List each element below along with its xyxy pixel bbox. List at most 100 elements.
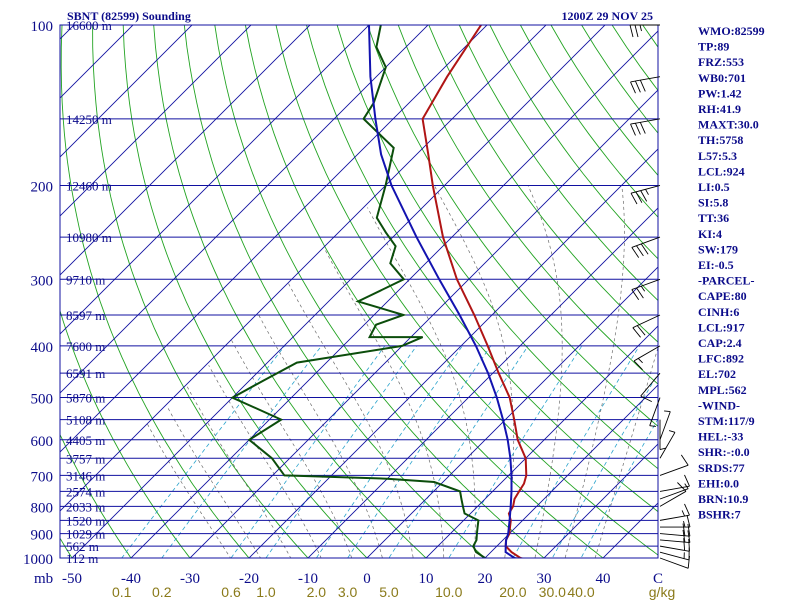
wind-barb (630, 76, 661, 94)
index-value: STM:117/9 (698, 414, 755, 428)
index-value: KI:4 (698, 227, 722, 241)
mixing-ratio-line (315, 345, 463, 558)
chart-time: 1200Z 29 NOV 25 (562, 9, 653, 23)
index-value: BSHR:7 (698, 508, 741, 522)
mixing-ratio-line (551, 373, 658, 558)
moist-adiabat-line (564, 185, 625, 558)
pressure-tick-label: 1000 (23, 552, 53, 568)
moist-adiabat-line (166, 406, 261, 558)
moist-adiabat-line (146, 423, 231, 558)
mixing-ratio-line (512, 345, 640, 558)
height-label: 14250 m (66, 112, 112, 127)
wind-barb (633, 345, 661, 371)
height-label: 2033 m (66, 499, 105, 514)
isotherm-line (60, 25, 488, 453)
height-label: 3146 m (66, 468, 105, 483)
pressure-tick-label: 900 (31, 528, 54, 544)
moist-adiabat-line (433, 185, 515, 558)
index-value: EI:-0.5 (698, 258, 734, 272)
dry-adiabat-line (92, 25, 309, 558)
dry-adiabat-line (428, 25, 658, 343)
index-value: LCL:924 (698, 164, 745, 178)
pressure-tick-label: 800 (31, 500, 54, 516)
wind-barb (631, 236, 661, 258)
height-label: 8597 m (66, 308, 105, 323)
isotherm-line (307, 207, 658, 558)
isotherm-line (366, 266, 658, 558)
height-label: 3757 m (66, 451, 105, 466)
mixing-ratio-line (580, 418, 658, 558)
height-label: 112 m (66, 551, 98, 566)
diagram-grid (60, 25, 658, 558)
temperature-tick-label: -40 (121, 571, 141, 587)
index-value: MPL:562 (698, 383, 747, 397)
index-value: TT:36 (698, 211, 729, 225)
height-label: 4405 m (66, 433, 105, 448)
wind-barb (659, 419, 667, 451)
isotherm-line (60, 25, 252, 217)
index-value: LCL:917 (698, 320, 745, 334)
temperature-tick-label: -50 (62, 571, 82, 587)
isotherm-line (60, 25, 370, 335)
index-value: CAP:2.4 (698, 336, 742, 350)
height-label: 7600 m (66, 339, 105, 354)
index-value: LI:0.5 (698, 180, 730, 194)
moist-adiabat-line (208, 365, 322, 558)
temperature-tick-label: C (653, 571, 663, 587)
index-value: MAXT:30.0 (698, 118, 759, 132)
index-value: RH:41.9 (698, 102, 741, 116)
wind-barb (629, 24, 660, 38)
index-value: FRZ:553 (698, 55, 744, 69)
dry-adiabat-line (60, 309, 191, 558)
dry-adiabat-line (306, 25, 658, 513)
mixing-ratio-tick-label: 5.0 (379, 584, 399, 600)
pressure-tick-label: 500 (31, 392, 54, 408)
mixing-ratio-tick-label: 0.6 (221, 584, 241, 600)
dry-adiabat-line (489, 25, 658, 260)
height-label: 562 m (66, 539, 99, 554)
mixing-ratio-line (448, 345, 583, 558)
index-value: WMO:82599 (698, 24, 765, 38)
index-value: LFC:892 (698, 352, 744, 366)
mixing-ratio-tick-label: 1.0 (256, 584, 276, 600)
height-label: 12460 m (66, 178, 112, 193)
isotherm-line (60, 25, 429, 394)
isotherm-line (130, 30, 658, 558)
mixing-ratio-tick-label: 0.2 (152, 584, 172, 600)
mixing-ratio-tick-label: 20.0 (499, 584, 526, 600)
index-value: HEL:-33 (698, 430, 743, 444)
mixing-ratio-tick-label: 0.1 (112, 584, 132, 600)
profile-lines (230, 25, 528, 558)
temperature-tick-label: -10 (298, 571, 318, 587)
wind-barb (631, 278, 661, 301)
temperature-tick-label: 40 (596, 571, 611, 587)
isotherm-line (60, 25, 193, 158)
mixing-ratio-tick-label: 10.0 (435, 584, 462, 600)
dry-adiabat-line (60, 433, 132, 558)
moist-adiabat-line (325, 250, 445, 558)
height-label: 2574 m (66, 484, 105, 499)
dry-adiabat-line (458, 25, 658, 302)
temperature-tick-label: -20 (239, 571, 259, 587)
temperature-tick-label: 20 (478, 571, 493, 587)
pressure-tick-label: 300 (31, 273, 54, 289)
index-value: TP:89 (698, 40, 729, 54)
height-label: 10980 m (66, 230, 112, 245)
mixing-ratio-line (347, 345, 492, 558)
wind-barb (659, 483, 689, 500)
mixing-ratio-tick-label: 30.0 (539, 584, 566, 600)
mixing-ratio-tick-label: 2.0 (307, 584, 327, 600)
wind-barb (630, 185, 661, 205)
plot-frame (59, 24, 659, 559)
moist-adiabat-line (527, 185, 563, 558)
temperature-tick-label: 30 (537, 571, 552, 587)
height-label: 9710 m (66, 272, 105, 287)
pressure-tick-label: 700 (31, 469, 54, 485)
pressure-tick-label: 200 (31, 179, 54, 195)
wind-barb (659, 514, 691, 528)
isotherm-line (60, 25, 311, 276)
mixing-ratio-line (230, 345, 386, 558)
